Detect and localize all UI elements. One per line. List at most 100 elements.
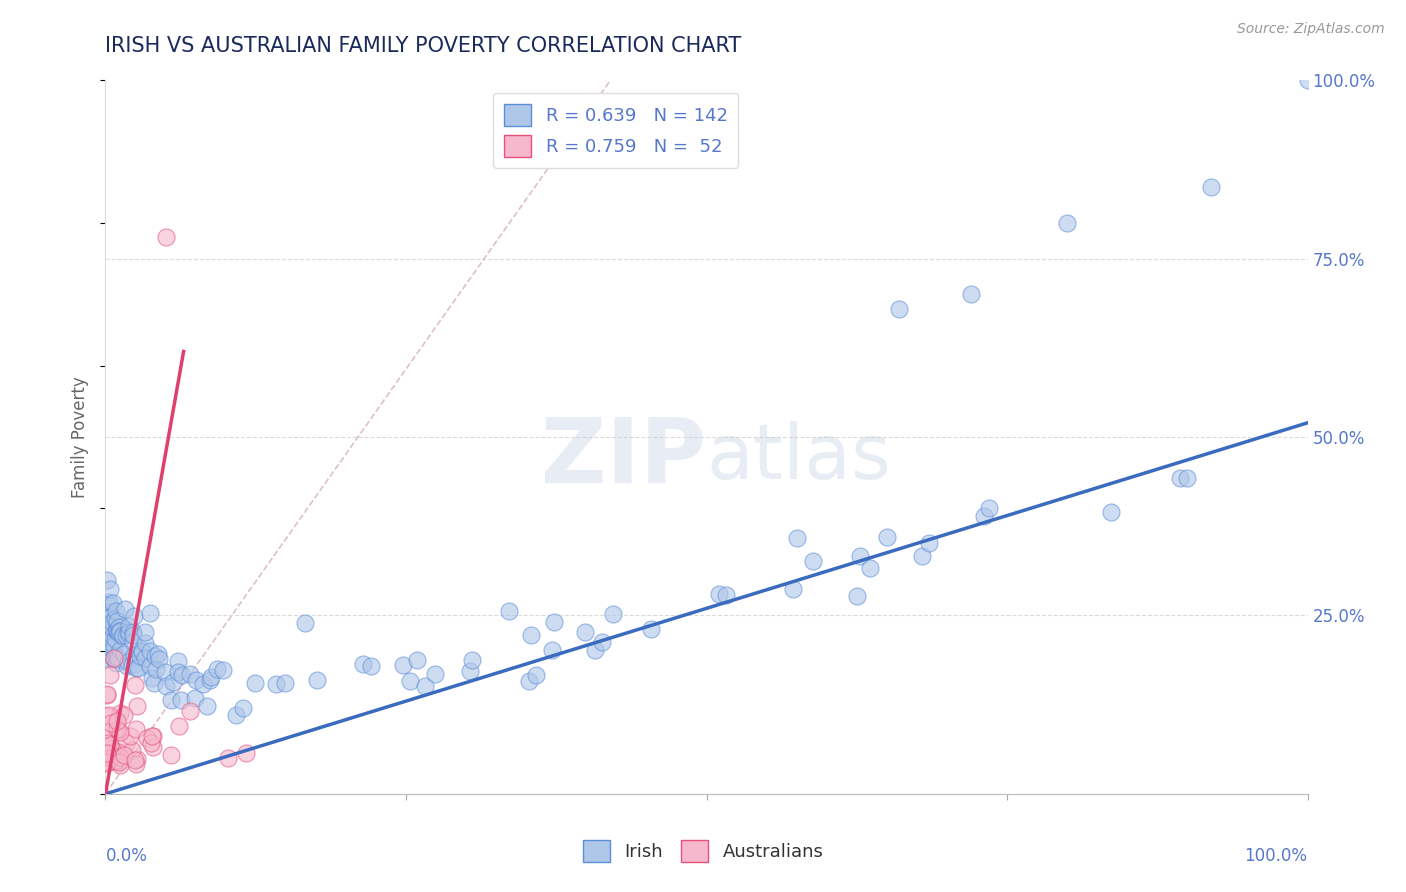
Point (640, 622, 662, 636)
Point (129, 649, 152, 664)
Legend: R = 0.639   N = 142, R = 0.759   N =  52: R = 0.639 N = 142, R = 0.759 N = 52 (494, 93, 738, 168)
Text: Source: ZipAtlas.com: Source: ZipAtlas.com (1237, 22, 1385, 37)
Point (104, 754, 127, 768)
Point (541, 643, 564, 657)
Point (360, 658, 382, 673)
Point (460, 653, 482, 667)
Point (97, 736, 120, 750)
Point (105, 624, 128, 639)
Point (122, 609, 145, 624)
Point (399, 673, 422, 688)
Point (104, 612, 127, 626)
Point (96, 612, 118, 626)
Point (786, 531, 808, 545)
Point (918, 535, 941, 549)
Point (101, 640, 124, 654)
Point (131, 643, 153, 657)
Point (107, 745, 129, 759)
Point (179, 704, 201, 718)
Point (845, 589, 868, 603)
Point (98, 668, 121, 682)
Point (118, 625, 141, 640)
Point (960, 287, 983, 301)
Point (184, 691, 207, 706)
Point (1168, 471, 1191, 485)
Point (1056, 216, 1078, 230)
Point (96, 747, 118, 762)
Point (413, 679, 436, 693)
Point (200, 673, 222, 688)
Point (155, 230, 177, 244)
Point (498, 604, 520, 618)
Point (520, 628, 543, 642)
Point (127, 661, 149, 675)
Point (583, 643, 606, 657)
Point (217, 751, 239, 765)
Point (232, 701, 254, 715)
Point (184, 673, 207, 687)
Point (264, 676, 287, 690)
Point (104, 648, 127, 663)
Point (107, 714, 129, 728)
Point (591, 634, 613, 648)
Point (105, 656, 128, 670)
Legend: Irish, Australians: Irish, Australians (575, 833, 831, 870)
Point (148, 651, 170, 665)
Point (96, 617, 118, 632)
Point (96, 639, 118, 653)
Point (101, 596, 124, 610)
Point (104, 632, 127, 646)
Point (97, 635, 120, 649)
Point (392, 658, 415, 673)
Point (142, 740, 165, 755)
Point (167, 719, 190, 733)
Point (96, 574, 118, 588)
Point (207, 662, 229, 676)
Point (96, 756, 118, 770)
Point (139, 606, 162, 620)
Point (543, 615, 565, 629)
Point (141, 671, 163, 685)
Point (97, 605, 120, 619)
Point (139, 659, 162, 673)
Point (101, 615, 124, 629)
Point (122, 635, 145, 649)
Text: 0.0%: 0.0% (105, 847, 148, 865)
Point (134, 625, 156, 640)
Point (103, 640, 125, 654)
Point (162, 675, 184, 690)
Point (200, 670, 222, 684)
Point (125, 660, 148, 674)
Point (96, 621, 118, 635)
Point (517, 673, 540, 688)
Point (887, 301, 910, 316)
Point (98, 724, 121, 739)
Point (108, 750, 131, 764)
Point (100, 632, 122, 646)
Point (170, 668, 193, 682)
Point (98, 582, 121, 596)
Point (121, 743, 143, 757)
Point (709, 586, 731, 600)
Point (96, 618, 118, 632)
Point (107, 723, 129, 738)
Point (160, 693, 183, 707)
Point (143, 676, 166, 690)
Point (108, 757, 131, 772)
Point (105, 623, 128, 637)
Point (602, 607, 624, 621)
Point (235, 746, 257, 760)
Point (100, 620, 122, 634)
Point (107, 652, 129, 666)
Point (141, 729, 163, 743)
Point (96, 651, 118, 665)
Point (849, 549, 872, 563)
Point (139, 736, 162, 750)
Point (1201, 180, 1223, 194)
Point (458, 664, 481, 678)
Point (120, 729, 142, 743)
Point (714, 588, 737, 602)
Point (100, 747, 122, 762)
Point (105, 722, 128, 736)
Point (111, 629, 134, 643)
